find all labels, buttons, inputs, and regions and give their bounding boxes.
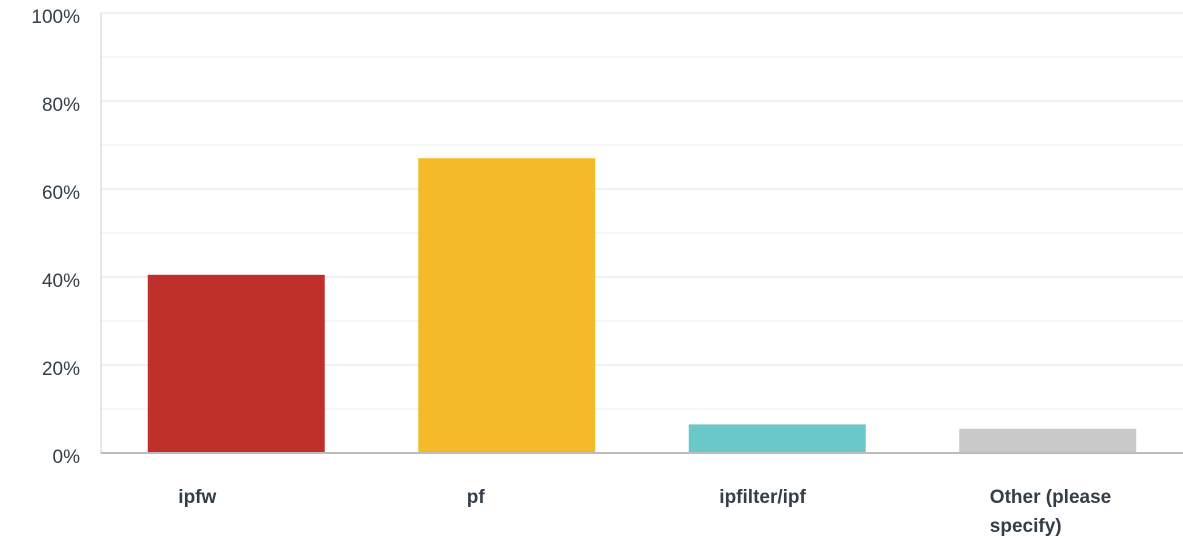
y-tick-label: 80% <box>42 95 80 116</box>
x-axis-tick-labels: ipfw pf ipfilter/ipf Other (please specify) <box>178 487 1111 537</box>
y-tick-label: 0% <box>53 447 81 468</box>
y-tick-label: 40% <box>42 271 80 292</box>
bars <box>147 158 1137 453</box>
x-tick-label: Other (please specify) <box>990 487 1111 537</box>
x-tick-label-line: ipfilter/ipf <box>719 487 806 508</box>
bar-ipfw <box>147 274 325 453</box>
y-tick-label: 100% <box>31 7 80 28</box>
bar-ipfilter-ipf <box>688 424 866 453</box>
x-tick-label: ipfw <box>178 487 216 508</box>
x-tick-label-line: ipfw <box>178 487 216 508</box>
x-tick-label: pf <box>467 487 486 508</box>
x-tick-label-line: Other (please <box>990 487 1111 508</box>
y-axis-tick-labels: 0% 20% 40% 60% 80% 100% <box>31 7 80 468</box>
x-tick-label-line: specify) <box>990 516 1062 537</box>
y-tick-label: 20% <box>42 359 80 380</box>
bar-pf <box>418 158 596 453</box>
bar-other-please-specify <box>959 428 1137 453</box>
y-tick-label: 60% <box>42 183 80 204</box>
x-tick-label: ipfilter/ipf <box>719 487 806 508</box>
x-tick-label-line: pf <box>467 487 486 508</box>
axes <box>100 13 1183 454</box>
